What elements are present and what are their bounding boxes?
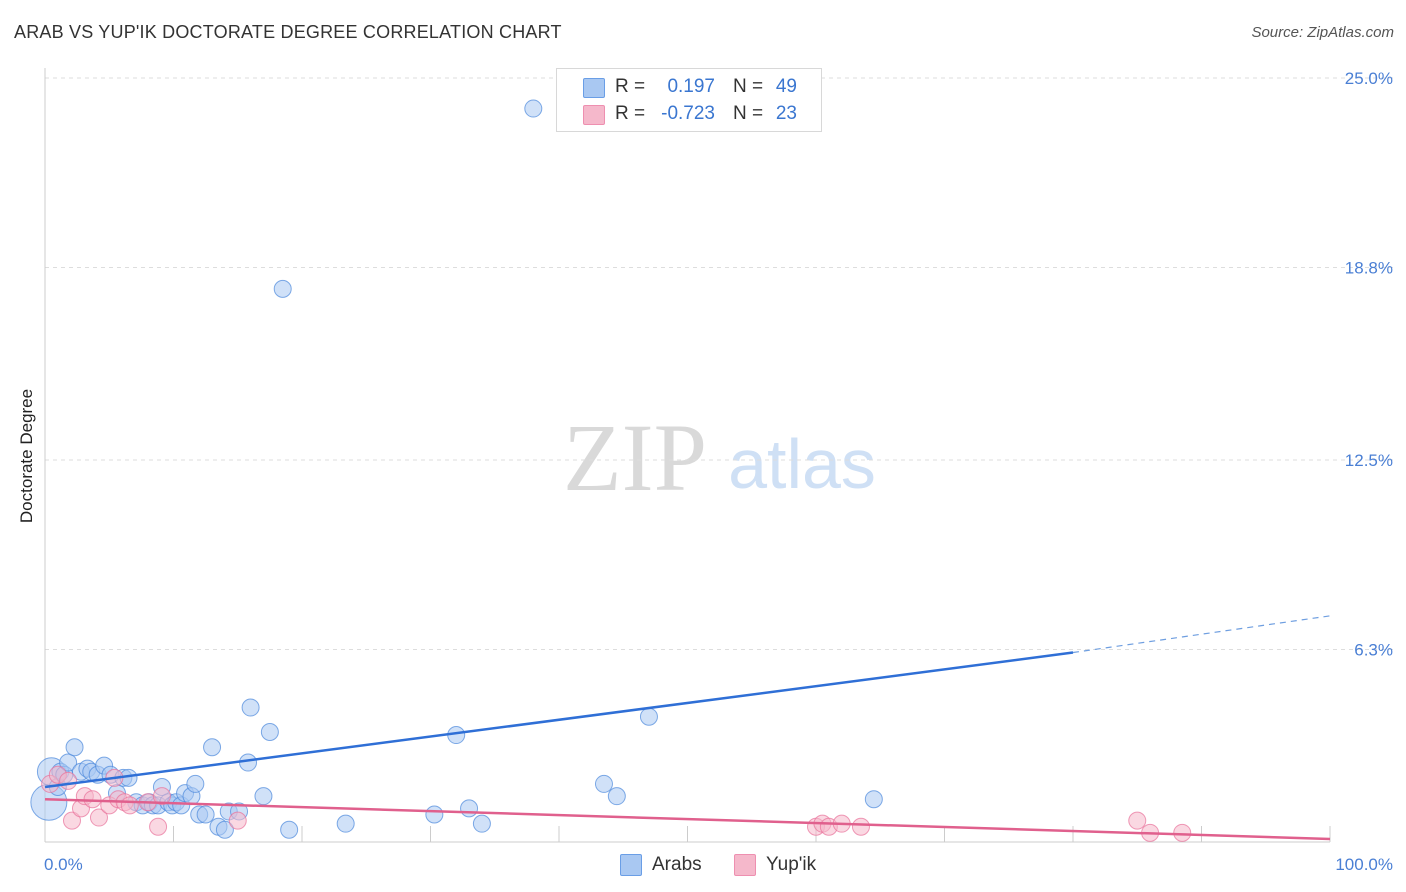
watermark-atlas: atlas: [728, 425, 876, 503]
x-tick-label: 100.0%: [1335, 855, 1393, 874]
arab-point: [336, 814, 355, 833]
arab-point: [594, 774, 613, 793]
arab-point: [280, 820, 299, 839]
y-tick-label: 6.3%: [1354, 640, 1393, 659]
chart-title: ARAB VS YUP'IK DOCTORATE DEGREE CORRELAT…: [14, 22, 562, 42]
yupik-point: [83, 790, 102, 809]
arab-point: [186, 774, 205, 793]
y-tick-label: 18.8%: [1345, 258, 1393, 277]
arab-point: [639, 707, 658, 726]
arab-point: [65, 738, 84, 757]
r-value: 0.197: [667, 76, 715, 97]
n-value: 23: [775, 103, 797, 124]
arab-point: [203, 738, 222, 757]
arabs-legend-swatch: [620, 854, 642, 876]
arab-point: [241, 698, 260, 717]
arabs-swatch: [583, 78, 605, 98]
tick-labels: 6.3% 12.5% 18.8% 25.0% 0.0% 100.0%: [44, 69, 1393, 874]
arab-point: [425, 805, 444, 824]
arab-point: [460, 799, 479, 818]
grid: [45, 77, 1395, 650]
yupik-swatch: [583, 105, 605, 125]
arab-point: [215, 820, 234, 839]
yupik-point: [152, 787, 171, 806]
r-label: R =: [615, 103, 646, 124]
yupik-point: [851, 817, 870, 836]
x-tick-label: 0.0%: [44, 855, 83, 874]
yupik-point: [59, 771, 78, 790]
yupik-trend-line: [44, 797, 1331, 841]
yupik-point: [1173, 823, 1192, 842]
arab-point: [607, 787, 626, 806]
yupik-point: [1128, 811, 1147, 830]
r-label: R =: [615, 76, 646, 97]
arabs-trend-line: [44, 651, 1074, 789]
legend-label-yupik: Yup'ik: [766, 854, 817, 875]
yupik-point: [228, 811, 247, 830]
n-label: N =: [733, 103, 764, 124]
axes: [44, 68, 1331, 843]
yupik-point: [89, 808, 108, 827]
yupik-point: [120, 796, 139, 815]
arab-point: [524, 99, 543, 118]
arab-point: [273, 279, 292, 298]
trend-lines: [44, 615, 1331, 841]
n-value: 49: [775, 76, 797, 97]
y-tick-label: 25.0%: [1345, 69, 1393, 88]
arab-point: [59, 753, 78, 772]
yupik-point: [62, 811, 81, 830]
yupik-legend-swatch: [734, 854, 756, 876]
series-yupik: [41, 765, 1192, 842]
arabs-trend-extension: [1072, 615, 1331, 654]
n-label: N =: [733, 76, 764, 97]
arab-point: [472, 814, 491, 833]
stats-legend: R = 0.197 N = 49 R = -0.723 N = 23: [556, 68, 822, 132]
arab-point: [864, 790, 883, 809]
yupik-point: [149, 817, 168, 836]
arab-point: [196, 805, 215, 824]
legend-label-arabs: Arabs: [652, 854, 702, 875]
arab-point: [254, 787, 273, 806]
watermark: ZIP atlas: [563, 404, 876, 511]
r-value: -0.723: [661, 103, 715, 124]
arab-point: [260, 722, 279, 741]
chart-source: Source: ZipAtlas.com: [1251, 24, 1394, 41]
watermark-zip: ZIP: [563, 404, 707, 511]
bottom-legend: Arabs Yup'ik: [0, 852, 1406, 878]
arab-point: [239, 753, 258, 772]
y-tick-label: 12.5%: [1345, 451, 1393, 470]
